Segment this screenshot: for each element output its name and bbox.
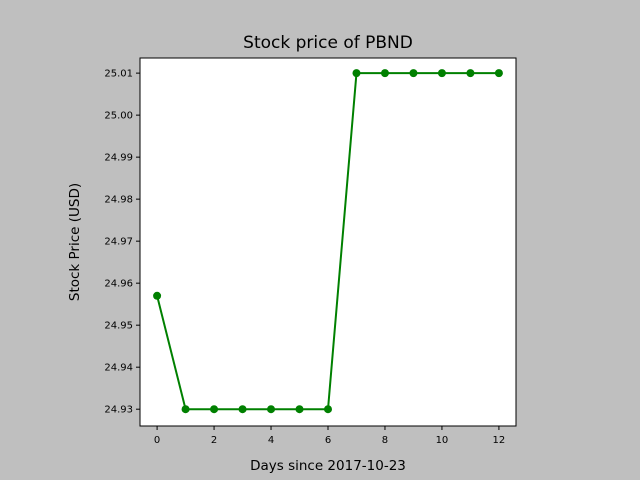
y-axis-label: Stock Price (USD) <box>67 183 83 301</box>
y-tick-label: 25.00 <box>104 111 133 122</box>
data-point <box>238 405 247 414</box>
x-tick-label: 8 <box>382 435 388 446</box>
x-tick-label: 12 <box>493 435 506 446</box>
x-tick-label: 4 <box>268 435 274 446</box>
y-tick-label: 24.99 <box>104 153 133 164</box>
data-point <box>267 405 276 414</box>
data-point <box>210 405 219 414</box>
x-axis-ticks: 0 2 4 6 8 10 12 <box>154 426 505 446</box>
y-tick-label: 24.98 <box>104 195 133 206</box>
x-axis-label: Days since 2017-10-23 <box>250 458 406 474</box>
x-tick-label: 2 <box>211 435 217 446</box>
data-point <box>409 69 418 78</box>
data-point <box>153 291 162 300</box>
x-tick-label: 6 <box>325 435 331 446</box>
chart-title: Stock price of PBND <box>243 33 413 53</box>
data-point <box>181 405 190 414</box>
data-point <box>466 69 475 78</box>
y-tick-label: 24.96 <box>104 279 133 290</box>
data-point <box>380 69 389 78</box>
x-tick-label: 0 <box>154 435 160 446</box>
data-point <box>352 69 361 78</box>
y-axis-ticks: 24.93 24.94 24.95 24.96 24.97 24.98 24.99 25.00… <box>104 69 140 416</box>
data-marks <box>153 69 503 414</box>
x-tick-label: 10 <box>436 435 449 446</box>
data-point <box>494 69 503 78</box>
data-point <box>437 69 446 78</box>
data-point <box>324 405 332 414</box>
y-tick-label: 24.93 <box>104 405 133 416</box>
y-tick-label: 24.95 <box>104 321 133 332</box>
y-tick-label: 25.01 <box>104 69 133 80</box>
plot-area <box>140 58 516 426</box>
data-point <box>295 405 304 414</box>
y-tick-label: 24.94 <box>104 363 133 374</box>
y-tick-label: 24.97 <box>104 237 133 248</box>
